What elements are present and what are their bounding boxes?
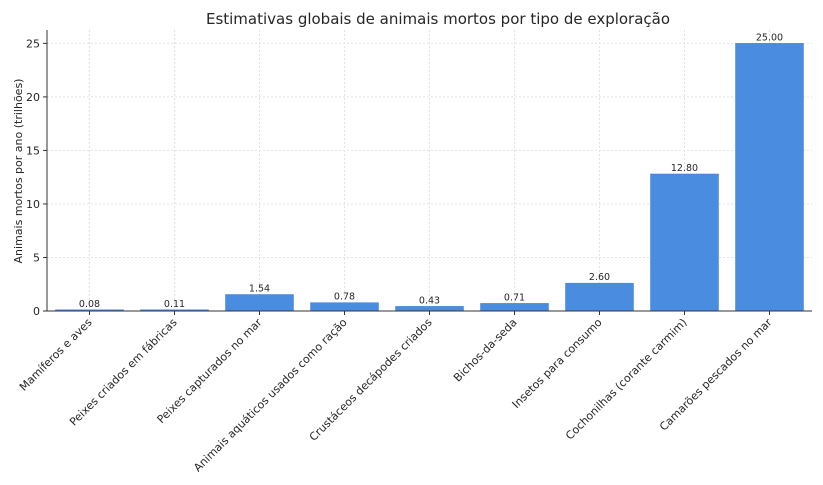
- bar-value-label: 0.78: [334, 292, 355, 303]
- bar-value-label: 1.54: [249, 284, 270, 295]
- axes-layer: [43, 30, 812, 315]
- bar-value-label: 0.11: [164, 299, 185, 310]
- y-tick-label: 5: [33, 251, 40, 264]
- y-tick-label: 20: [26, 91, 40, 104]
- bar-value-label: 0.08: [79, 299, 100, 310]
- bar-value-label: 0.71: [504, 292, 525, 303]
- x-tick-label: Insetos para consumo: [510, 316, 605, 411]
- bar-value-label: 25.00: [756, 32, 783, 43]
- y-tick-label: 15: [26, 144, 40, 157]
- x-tick-label: Bichos-da-seda: [451, 316, 520, 385]
- bars-layer: [55, 43, 804, 312]
- y-tick-label: 10: [26, 198, 40, 211]
- bar: [650, 173, 719, 312]
- bar: [225, 294, 294, 312]
- bar: [395, 306, 464, 312]
- x-tick-label: Animais aquáticos usados como ração: [191, 316, 350, 475]
- bar-value-label: 2.60: [589, 272, 610, 283]
- bar: [480, 303, 549, 312]
- chart-title: Estimativas globais de animais mortos po…: [206, 10, 670, 28]
- bar: [565, 282, 634, 312]
- bar-value-label: 0.43: [419, 295, 440, 306]
- x-tick-label: Mamíferos e aves: [17, 316, 95, 394]
- bar-value-label: 12.80: [671, 163, 698, 174]
- y-tick-label: 25: [26, 37, 40, 50]
- bar: [310, 302, 379, 312]
- y-tick-label: 0: [33, 305, 40, 318]
- y-axis-label: Animais mortos por ano (trilhões): [12, 79, 25, 264]
- bar: [735, 43, 804, 312]
